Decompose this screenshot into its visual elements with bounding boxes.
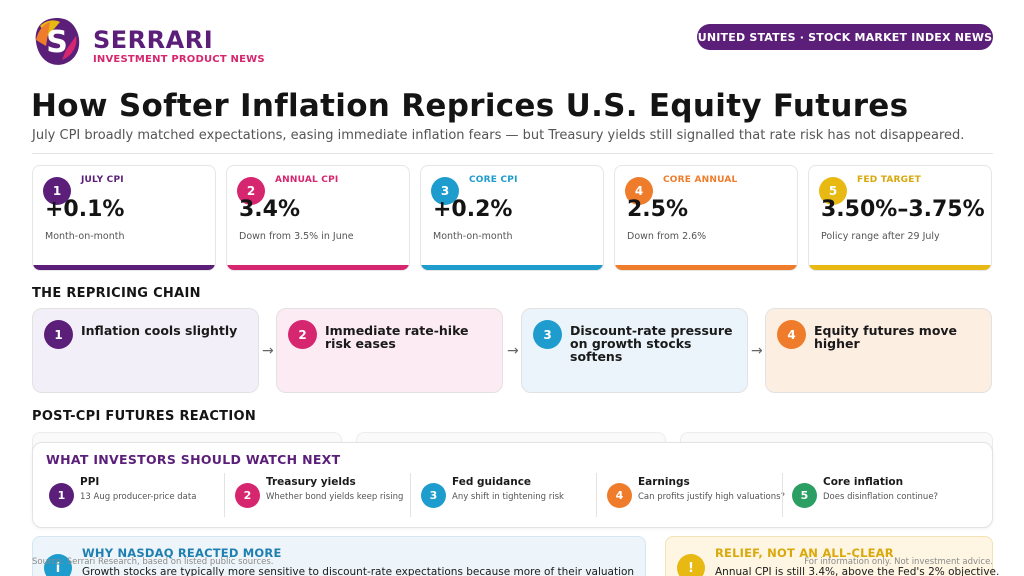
- chain-step-text: Immediate rate-hike risk eases: [325, 323, 469, 351]
- stat-card-fed-target: 5 FED TARGET 3.50%–3.75% Policy range af…: [808, 165, 992, 271]
- watch-item-fed-guidance: 3 Fed guidance Any shift in tightening r…: [405, 473, 590, 517]
- watch-item-desc: Whether bond yields keep rising: [266, 492, 404, 502]
- arrow-right-icon: →: [262, 343, 274, 359]
- stat-label: FED TARGET: [857, 175, 921, 185]
- watch-item-core-inflation: 5 Core inflation Does disinflation conti…: [776, 473, 976, 517]
- chain-step-number: 4: [777, 320, 806, 349]
- stat-value: +0.2%: [433, 197, 513, 222]
- stat-label: CORE CPI: [469, 175, 518, 185]
- watch-item-name: Core inflation: [823, 476, 904, 488]
- watch-divider: [410, 473, 411, 517]
- watch-item-name: Fed guidance: [452, 476, 532, 488]
- watch-divider: [782, 473, 783, 517]
- watch-item-desc: Can profits justify high valuations?: [638, 492, 786, 502]
- chain-step-text: Discount-rate pressure on growth stocks …: [570, 323, 733, 364]
- chain-step-2: 2 Immediate rate-hike risk eases: [276, 308, 503, 393]
- relief-warning-title: RELIEF, NOT AN ALL-CLEAR: [715, 546, 894, 560]
- disclaimer-footnote: For information only. Not investment adv…: [804, 557, 993, 567]
- chain-step-1: 1 Inflation cools slightly: [32, 308, 259, 393]
- stat-note: Policy range after 29 July: [821, 231, 940, 242]
- stat-accent-bar: [33, 265, 215, 270]
- stat-card-core-annual: 4 CORE ANNUAL 2.5% Down from 2.6%: [614, 165, 798, 271]
- stat-value: 3.4%: [239, 197, 301, 222]
- arrow-right-icon: →: [751, 343, 763, 359]
- chain-step-text: Equity futures move higher: [814, 323, 958, 351]
- serrari-logo-icon: S: [35, 18, 80, 65]
- watch-next-panel: WHAT INVESTORS SHOULD WATCH NEXT 1 PPI 1…: [32, 442, 993, 528]
- stat-value: +0.1%: [45, 197, 125, 222]
- stat-value: 3.50%–3.75%: [821, 197, 985, 222]
- stat-label: ANNUAL CPI: [275, 175, 339, 185]
- watch-item-number: 3: [421, 483, 446, 508]
- header-divider: [32, 153, 993, 154]
- stat-card-core-cpi: 3 CORE CPI +0.2% Month-on-month: [420, 165, 604, 271]
- page-subtitle: July CPI broadly matched expectations, e…: [32, 128, 965, 143]
- chain-step-number: 1: [44, 320, 73, 349]
- watch-item-number: 2: [235, 483, 260, 508]
- stat-note: Down from 2.6%: [627, 231, 707, 242]
- info-icon: i: [44, 554, 72, 576]
- source-footnote: Source: Serrari Research, based on liste…: [32, 557, 274, 567]
- watch-item-ppi: 1 PPI 13 Aug producer-price data: [33, 473, 218, 517]
- watch-item-name: Treasury yields: [266, 476, 356, 488]
- reaction-heading: POST-CPI FUTURES REACTION: [32, 409, 256, 424]
- brand-tagline: INVESTMENT PRODUCT NEWS: [93, 54, 265, 65]
- stat-number-badge: 3: [431, 177, 459, 205]
- watch-next-title: WHAT INVESTORS SHOULD WATCH NEXT: [46, 452, 341, 467]
- watch-item-name: PPI: [80, 476, 100, 488]
- stat-accent-bar: [615, 265, 797, 270]
- watch-item-number: 5: [792, 483, 817, 508]
- chain-step-number: 2: [288, 320, 317, 349]
- relief-warning-text: Annual CPI is still 3.4%, above the Fed'…: [715, 566, 1000, 576]
- chain-step-text: Inflation cools slightly: [81, 323, 238, 338]
- stat-card-july-cpi: 1 JULY CPI +0.1% Month-on-month: [32, 165, 216, 271]
- stat-note: Month-on-month: [433, 231, 513, 242]
- warning-icon: !: [677, 554, 705, 576]
- stat-label: CORE ANNUAL: [663, 175, 738, 185]
- chain-step-number: 3: [533, 320, 562, 349]
- watch-divider: [224, 473, 225, 517]
- watch-item-earnings: 4 Earnings Can profits justify high valu…: [591, 473, 785, 517]
- stat-accent-bar: [809, 265, 991, 270]
- nasdaq-explainer-panel: i WHY NASDAQ REACTED MORE Growth stocks …: [32, 536, 646, 576]
- svg-text:S: S: [46, 25, 68, 60]
- stat-number-badge: 1: [43, 177, 71, 205]
- nasdaq-explainer-title: WHY NASDAQ REACTED MORE: [82, 546, 282, 560]
- stat-value: 2.5%: [627, 197, 689, 222]
- stat-note: Down from 3.5% in June: [239, 231, 354, 242]
- brand-name: SERRARI: [93, 26, 214, 54]
- stat-accent-bar: [421, 265, 603, 270]
- stat-number-badge: 4: [625, 177, 653, 205]
- stat-note: Month-on-month: [45, 231, 125, 242]
- watch-item-number: 4: [607, 483, 632, 508]
- watch-divider: [596, 473, 597, 517]
- relief-warning-panel: ! RELIEF, NOT AN ALL-CLEAR Annual CPI is…: [665, 536, 999, 576]
- watch-item-number: 1: [49, 483, 74, 508]
- stat-card-annual-cpi: 2 ANNUAL CPI 3.4% Down from 3.5% in June: [226, 165, 410, 271]
- chain-heading: THE REPRICING CHAIN: [32, 286, 201, 301]
- watch-item-desc: Any shift in tightening risk: [452, 492, 564, 502]
- category-pill[interactable]: UNITED STATES · STOCK MARKET INDEX NEWS: [697, 24, 993, 50]
- stat-label: JULY CPI: [81, 175, 124, 185]
- watch-item-name: Earnings: [638, 476, 690, 488]
- stat-number-badge: 2: [237, 177, 265, 205]
- watch-item-desc: Does disinflation continue?: [823, 492, 939, 502]
- watch-item-desc: 13 Aug producer-price data: [80, 492, 197, 502]
- stat-accent-bar: [227, 265, 409, 270]
- nasdaq-explainer-text: Growth stocks are typically more sensiti…: [82, 566, 635, 576]
- stat-number-badge: 5: [819, 177, 847, 205]
- chain-step-4: 4 Equity futures move higher: [765, 308, 992, 393]
- page-title: How Softer Inflation Reprices U.S. Equit…: [31, 88, 909, 124]
- chain-step-3: 3 Discount-rate pressure on growth stock…: [521, 308, 748, 393]
- watch-item-treasury-yields: 2 Treasury yields Whether bond yields ke…: [219, 473, 404, 517]
- arrow-right-icon: →: [507, 343, 519, 359]
